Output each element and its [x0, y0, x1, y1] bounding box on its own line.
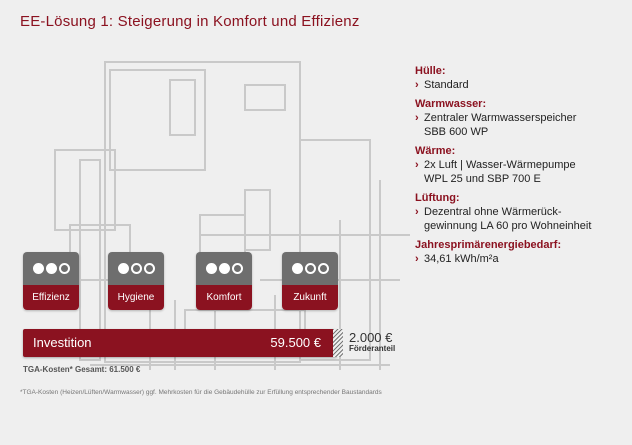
spec-huelle: Hülle: › Standard — [415, 64, 625, 92]
badge-label: Komfort — [196, 285, 252, 310]
footnote: *TGA-Kosten (Heizen/Lüften/Warmwasser) g… — [20, 389, 382, 396]
rating-badge-effizienz: Effizienz — [23, 252, 79, 310]
spec-heading: Hülle: — [415, 65, 446, 77]
investment-label: Investition — [33, 335, 92, 350]
rating-badge-zukunft: Zukunft — [282, 252, 338, 310]
chevron-right-icon: › — [415, 79, 419, 91]
rating-badge-komfort: Komfort — [196, 252, 252, 310]
spec-value: Zentraler Warmwasserspeicher SBB 600 WP — [424, 112, 577, 138]
dot-filled-icon — [205, 263, 217, 274]
badge-label: Zukunft — [282, 285, 338, 310]
spec-value: 2x Luft | Wasser-Wärmepumpe WPL 25 und S… — [424, 159, 576, 185]
rating-dots — [196, 252, 252, 285]
spec-lueftung: Lüftung: › Dezentral ohne Wärmerück- gewi… — [415, 191, 625, 233]
chevron-right-icon: › — [415, 253, 419, 265]
dot-filled-icon — [32, 263, 44, 274]
spec-heading: Jahresprimärenergiebedarf: — [415, 239, 562, 251]
tga-total: TGA-Kosten* Gesamt: 61.500 € — [23, 365, 141, 374]
chevron-right-icon: › — [415, 206, 419, 218]
dot-empty-icon — [58, 263, 70, 274]
spec-value: Standard — [424, 79, 469, 91]
dot-empty-icon — [304, 263, 316, 274]
spec-heading: Warmwasser: — [415, 98, 487, 110]
rating-dots — [108, 252, 164, 285]
dot-empty-icon — [231, 263, 243, 274]
page-title: EE-Lösung 1: Steigerung in Komfort und E… — [20, 13, 360, 30]
dot-empty-icon — [130, 263, 142, 274]
rating-dots — [23, 252, 79, 285]
dot-filled-icon — [117, 263, 129, 274]
badge-label: Effizienz — [23, 285, 79, 310]
spec-primaerenergie: Jahresprimärenergiebedarf: › 34,61 kWh/m²… — [415, 238, 625, 266]
spec-list: Hülle: › Standard Warmwasser: › Zentraler … — [415, 64, 625, 271]
dot-filled-icon — [45, 263, 57, 274]
dot-filled-icon — [218, 263, 230, 274]
foerder-block: 2.000 € Förderanteil — [349, 330, 409, 353]
rating-dots — [282, 252, 338, 285]
spec-warmwasser: Warmwasser: › Zentraler Warmwasserspeiche… — [415, 97, 625, 139]
foerder-label: Förderanteil — [349, 344, 396, 353]
foerder-amount: 2.000 € — [349, 330, 393, 345]
spec-value: Dezentral ohne Wärmerück- gewinnung LA 6… — [424, 206, 592, 232]
dot-filled-icon — [291, 263, 303, 274]
chevron-right-icon: › — [415, 159, 419, 171]
investment-bar: Investition 59.500 € — [23, 329, 337, 357]
chevron-right-icon: › — [415, 112, 419, 124]
spec-heading: Lüftung: — [415, 192, 460, 204]
rating-badge-hygiene: Hygiene — [108, 252, 164, 310]
badge-label: Hygiene — [108, 285, 164, 310]
foerder-hatch — [333, 329, 343, 357]
dot-empty-icon — [143, 263, 155, 274]
dot-empty-icon — [317, 263, 329, 274]
spec-waerme: Wärme: › 2x Luft | Wasser-Wärmepumpe WPL … — [415, 144, 625, 186]
spec-heading: Wärme: — [415, 145, 456, 157]
spec-value: 34,61 kWh/m²a — [424, 253, 499, 265]
investment-value: 59.500 € — [270, 335, 321, 350]
